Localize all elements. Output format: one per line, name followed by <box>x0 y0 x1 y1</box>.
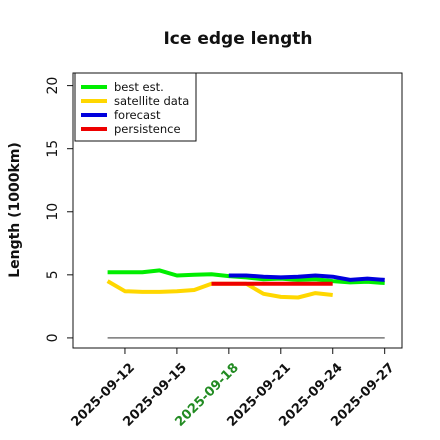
y-tick-label: 5 <box>45 270 61 279</box>
legend: best est.satellite dataforecastpersisten… <box>74 72 197 142</box>
y-tick-label: 10 <box>45 203 61 221</box>
data-lines <box>106 268 385 339</box>
legend-label: persistence <box>114 122 181 136</box>
legend-label: satellite data <box>114 94 189 108</box>
y-tick-label: 20 <box>45 77 61 95</box>
y-tick-label: 15 <box>45 140 61 158</box>
x-axis-ticks: 2025-09-122025-09-152025-09-182025-09-21… <box>69 348 398 430</box>
plot-frame <box>72 72 403 349</box>
legend-label: best est. <box>114 80 164 94</box>
legend-label: forecast <box>114 108 161 122</box>
y-tick-label: 0 <box>45 333 61 342</box>
series-line-forecast <box>228 273 385 282</box>
chart-title: Ice edge length <box>163 29 312 49</box>
y-axis-label: Length (1000km) <box>7 142 23 278</box>
y-axis-ticks: 0 5 10 15 20 <box>45 77 73 342</box>
